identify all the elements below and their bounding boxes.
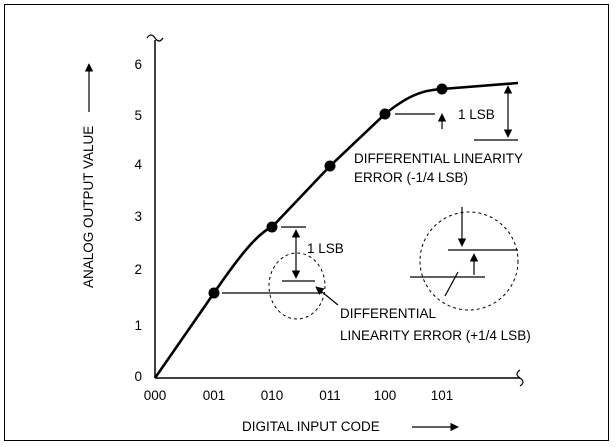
upper-lsb-label: 1 LSB [458,107,495,122]
zoom-circle-small [268,252,326,320]
data-point [266,221,278,233]
lower-lsb-label: 1 LSB [307,241,344,256]
x-tick: 101 [431,388,454,403]
x-tick-labels: 000 001 010 011 100 101 [144,388,454,403]
dnl-pos-line2: LINEARITY ERROR (+1/4 LSB) [340,328,531,343]
y-tick: 6 [134,57,142,72]
data-point [208,287,220,299]
upper-lsb-annotation: 1 LSB DIFFERENTIAL LINEARITY ERROR (-1/4… [354,85,523,185]
x-axis-label: DIGITAL INPUT CODE [242,419,380,434]
x-tick: 010 [261,388,284,403]
x-tick: 011 [319,388,341,403]
y-tick-labels: 0 1 2 3 4 5 6 [134,57,142,384]
y-tick: 2 [134,262,142,277]
data-points [208,83,448,299]
x-tick: 100 [374,388,397,403]
figure-frame [4,4,609,441]
x-tick: 000 [144,388,167,403]
y-axis-break [146,34,164,42]
y-axis-label: ANALOG OUTPUT VALUE [81,126,96,288]
y-tick: 4 [134,157,142,172]
dnl-pos-line1: DIFFERENTIAL [340,306,437,321]
transfer-curve [153,81,519,379]
dnl-neg-line1: DIFFERENTIAL LINEARITY [354,151,523,166]
dnl-neg-line2: ERROR (-1/4 LSB) [354,170,468,185]
y-tick: 3 [134,209,142,224]
lower-lsb-annotation: 1 LSB DIFFERENTIAL LINEARITY ERROR (+1/4… [222,226,531,343]
data-point [436,83,448,95]
data-point [324,160,336,172]
y-tick: 5 [134,108,142,123]
x-axis-break [516,369,524,387]
data-point [379,108,391,120]
y-tick: 1 [134,318,142,333]
magnified-view [410,207,519,311]
x-tick: 001 [203,388,226,403]
zoom-circle-large [419,211,519,311]
y-tick: 0 [134,369,142,384]
